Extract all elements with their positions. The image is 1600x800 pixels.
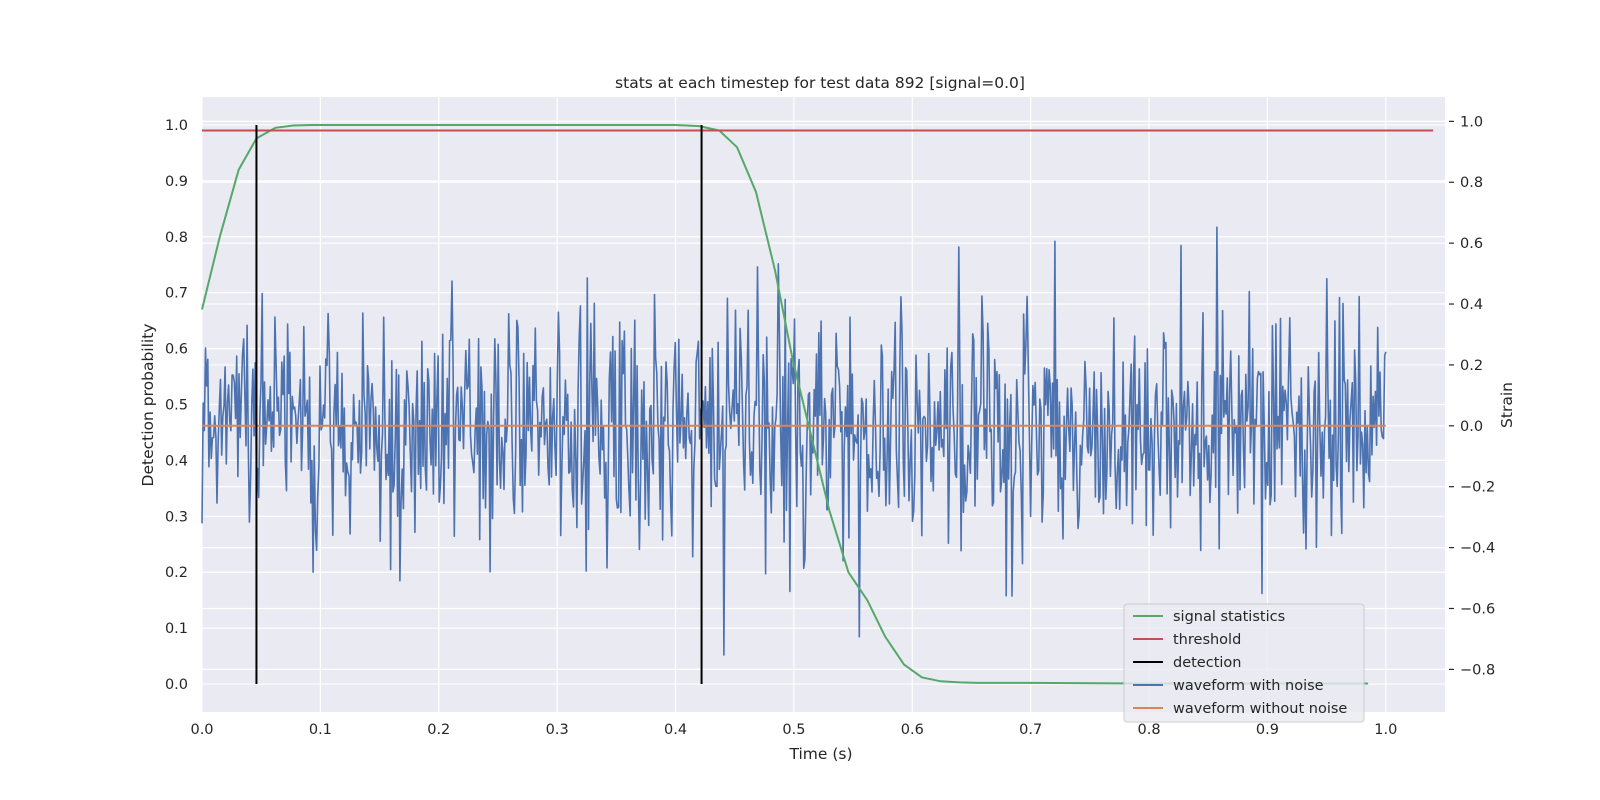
chart-title: stats at each timestep for test data 892… <box>615 74 1025 92</box>
x-tick-label: 0.0 <box>190 722 213 738</box>
legend-label-threshold: threshold <box>1173 632 1241 648</box>
y-tick-label: 0.6 <box>165 342 188 358</box>
x-tick-label: 0.9 <box>1256 722 1279 738</box>
x-tick-label: 0.6 <box>901 722 924 738</box>
legend: signal statistics threshold detection wa… <box>1123 603 1365 723</box>
legend-item-waveform-without-noise: waveform without noise <box>1133 701 1347 717</box>
x-tick-label: 0.7 <box>1019 722 1042 738</box>
legend-label-detection: detection <box>1173 655 1241 671</box>
y-tick-label: 0.8 <box>165 230 188 246</box>
y2-axis-label: Strain <box>1498 382 1516 428</box>
x-axis-ticks: 0.0 0.1 0.2 0.3 0.4 0.5 0.6 0.7 0.8 0.9 1.0 <box>190 722 1397 738</box>
x-tick-label: 0.5 <box>782 722 805 738</box>
x-axis-label: Time (s) <box>788 745 852 763</box>
x-tick-label: 0.8 <box>1138 722 1161 738</box>
y2-tick-label: 0.6 <box>1460 236 1483 252</box>
legend-box <box>1123 603 1365 723</box>
legend-label-waveform-with-noise: waveform with noise <box>1173 678 1324 694</box>
legend-label-waveform-without-noise: waveform without noise <box>1173 701 1347 717</box>
legend-item-threshold: threshold <box>1133 632 1241 648</box>
legend-label-signal-statistics: signal statistics <box>1173 609 1285 625</box>
legend-item-detection: detection <box>1133 655 1241 671</box>
x-tick-label: 0.4 <box>664 722 687 738</box>
x-tick-label: 0.1 <box>309 722 332 738</box>
y-axis-label: Detection probability <box>139 324 157 487</box>
y2-tick-label: −0.4 <box>1460 541 1495 557</box>
y-tick-label: 0.4 <box>165 453 188 469</box>
y2-tick-label: −0.8 <box>1460 662 1495 678</box>
y2-tick-label: 1.0 <box>1460 114 1483 130</box>
legend-item-signal-statistics: signal statistics <box>1133 609 1285 625</box>
legend-item-waveform-with-noise: waveform with noise <box>1133 678 1324 694</box>
y2-tick-label: 0.2 <box>1460 358 1483 374</box>
y2-tick-label: 0.0 <box>1460 419 1483 435</box>
y-tick-label: 0.1 <box>165 621 188 637</box>
x-tick-label: 0.3 <box>546 722 569 738</box>
x-tick-label: 1.0 <box>1374 722 1397 738</box>
series-layer <box>201 124 1434 685</box>
y-tick-label: 0.5 <box>165 398 188 414</box>
series-signal-statistics <box>201 124 1369 685</box>
y2-axis-ticks: −0.8 −0.6 −0.4 −0.2 0.0 0.2 0.4 0.6 0.8 1.0 <box>1449 114 1495 678</box>
y2-tick-label: 0.4 <box>1460 297 1483 313</box>
y-axis-ticks: 0.0 0.1 0.2 0.3 0.4 0.5 0.6 0.7 0.8 0.9 1.0 <box>165 118 188 693</box>
y-tick-label: 0.2 <box>165 565 188 581</box>
y-tick-label: 0.3 <box>165 509 188 525</box>
y-tick-label: 0.9 <box>165 174 188 190</box>
y-tick-label: 0.7 <box>165 286 188 302</box>
x-tick-label: 0.2 <box>427 722 450 738</box>
y2-tick-label: 0.8 <box>1460 175 1483 191</box>
y2-tick-label: −0.2 <box>1460 480 1495 496</box>
y-tick-label: 0.0 <box>165 677 188 693</box>
y-tick-label: 1.0 <box>165 118 188 134</box>
y2-tick-label: −0.6 <box>1460 601 1495 617</box>
series-waveform-with-noise <box>201 226 1387 656</box>
